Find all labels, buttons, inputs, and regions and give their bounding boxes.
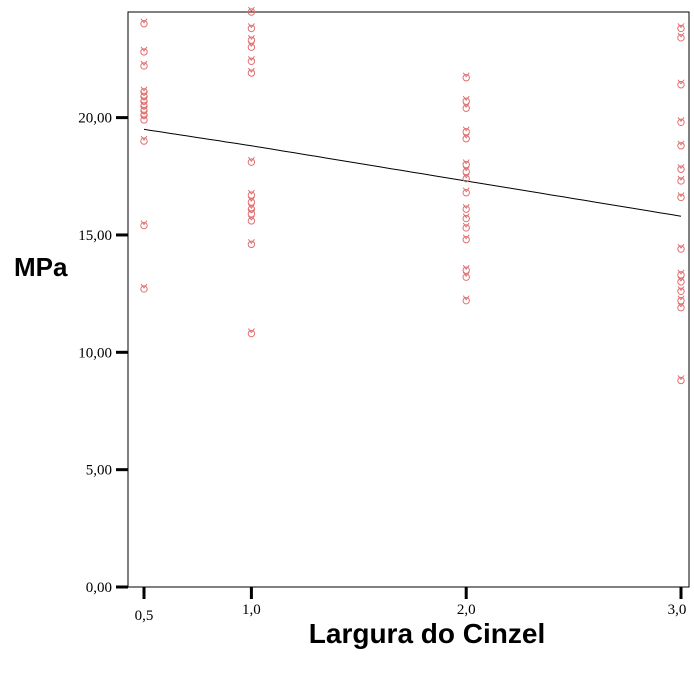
y-tick-label: 20,00 <box>78 111 112 127</box>
data-point <box>677 175 685 185</box>
y-tick-label: 15,00 <box>78 228 112 244</box>
data-point <box>140 18 148 28</box>
y-tick-label: 0,00 <box>86 580 112 596</box>
data-point <box>247 55 256 65</box>
data-point <box>462 187 470 197</box>
data-point <box>462 264 470 274</box>
data-point <box>677 243 685 253</box>
data-point <box>140 283 148 293</box>
data-point <box>462 159 470 169</box>
data-point <box>462 234 470 244</box>
data-point <box>247 6 256 16</box>
data-point <box>247 34 256 44</box>
fit-line <box>143 128 682 217</box>
data-point <box>247 156 256 166</box>
data-point <box>140 114 148 124</box>
data-point <box>247 215 256 225</box>
data-point <box>462 166 470 176</box>
x-tick-label: 2,0 <box>457 602 476 618</box>
data-point <box>677 79 685 89</box>
data-point <box>677 285 685 295</box>
data-point <box>140 220 148 230</box>
data-point <box>677 163 685 173</box>
data-point <box>677 117 685 127</box>
data-point <box>677 302 685 312</box>
data-point <box>462 203 470 213</box>
data-point <box>462 213 470 223</box>
data-point <box>677 276 685 286</box>
data-point <box>462 222 470 232</box>
x-tick-label: 3,0 <box>668 602 687 618</box>
data-point <box>140 135 148 145</box>
x-axis-label: Largura do Cinzel <box>308 618 546 649</box>
data-point <box>462 295 470 305</box>
data-point <box>247 328 256 338</box>
data-point <box>247 239 256 249</box>
data-point <box>677 375 685 385</box>
data-point <box>677 295 685 305</box>
data-point <box>462 72 470 82</box>
data-point <box>462 271 470 281</box>
data-point <box>462 133 470 143</box>
data-point <box>247 23 256 33</box>
data-point <box>247 67 256 77</box>
data-point <box>677 192 685 202</box>
y-tick-label: 5,00 <box>86 463 112 479</box>
x-tick-label: 1,0 <box>242 602 261 618</box>
y-axis-label: MPa <box>14 252 68 282</box>
data-point <box>140 60 148 70</box>
data-point <box>462 95 470 105</box>
y-axis: 0,00 5,00 10,00 15,00 20,00 <box>78 111 128 596</box>
x-tick-label: 0,5 <box>135 608 154 624</box>
data-point <box>462 102 470 112</box>
data-point <box>462 126 470 136</box>
x-axis: 0,5 1,0 2,0 3,0 <box>135 587 687 624</box>
plot-frame <box>127 11 690 588</box>
data-point <box>677 32 685 42</box>
y-tick-label: 10,00 <box>78 345 112 361</box>
data-point <box>247 208 256 218</box>
data-point <box>677 23 685 33</box>
data-point <box>462 173 470 183</box>
data-point <box>247 189 256 199</box>
data-points <box>140 6 685 385</box>
data-point <box>247 196 256 206</box>
data-point <box>140 46 148 56</box>
data-point <box>677 269 685 279</box>
data-point <box>677 140 685 150</box>
data-point <box>247 41 256 51</box>
